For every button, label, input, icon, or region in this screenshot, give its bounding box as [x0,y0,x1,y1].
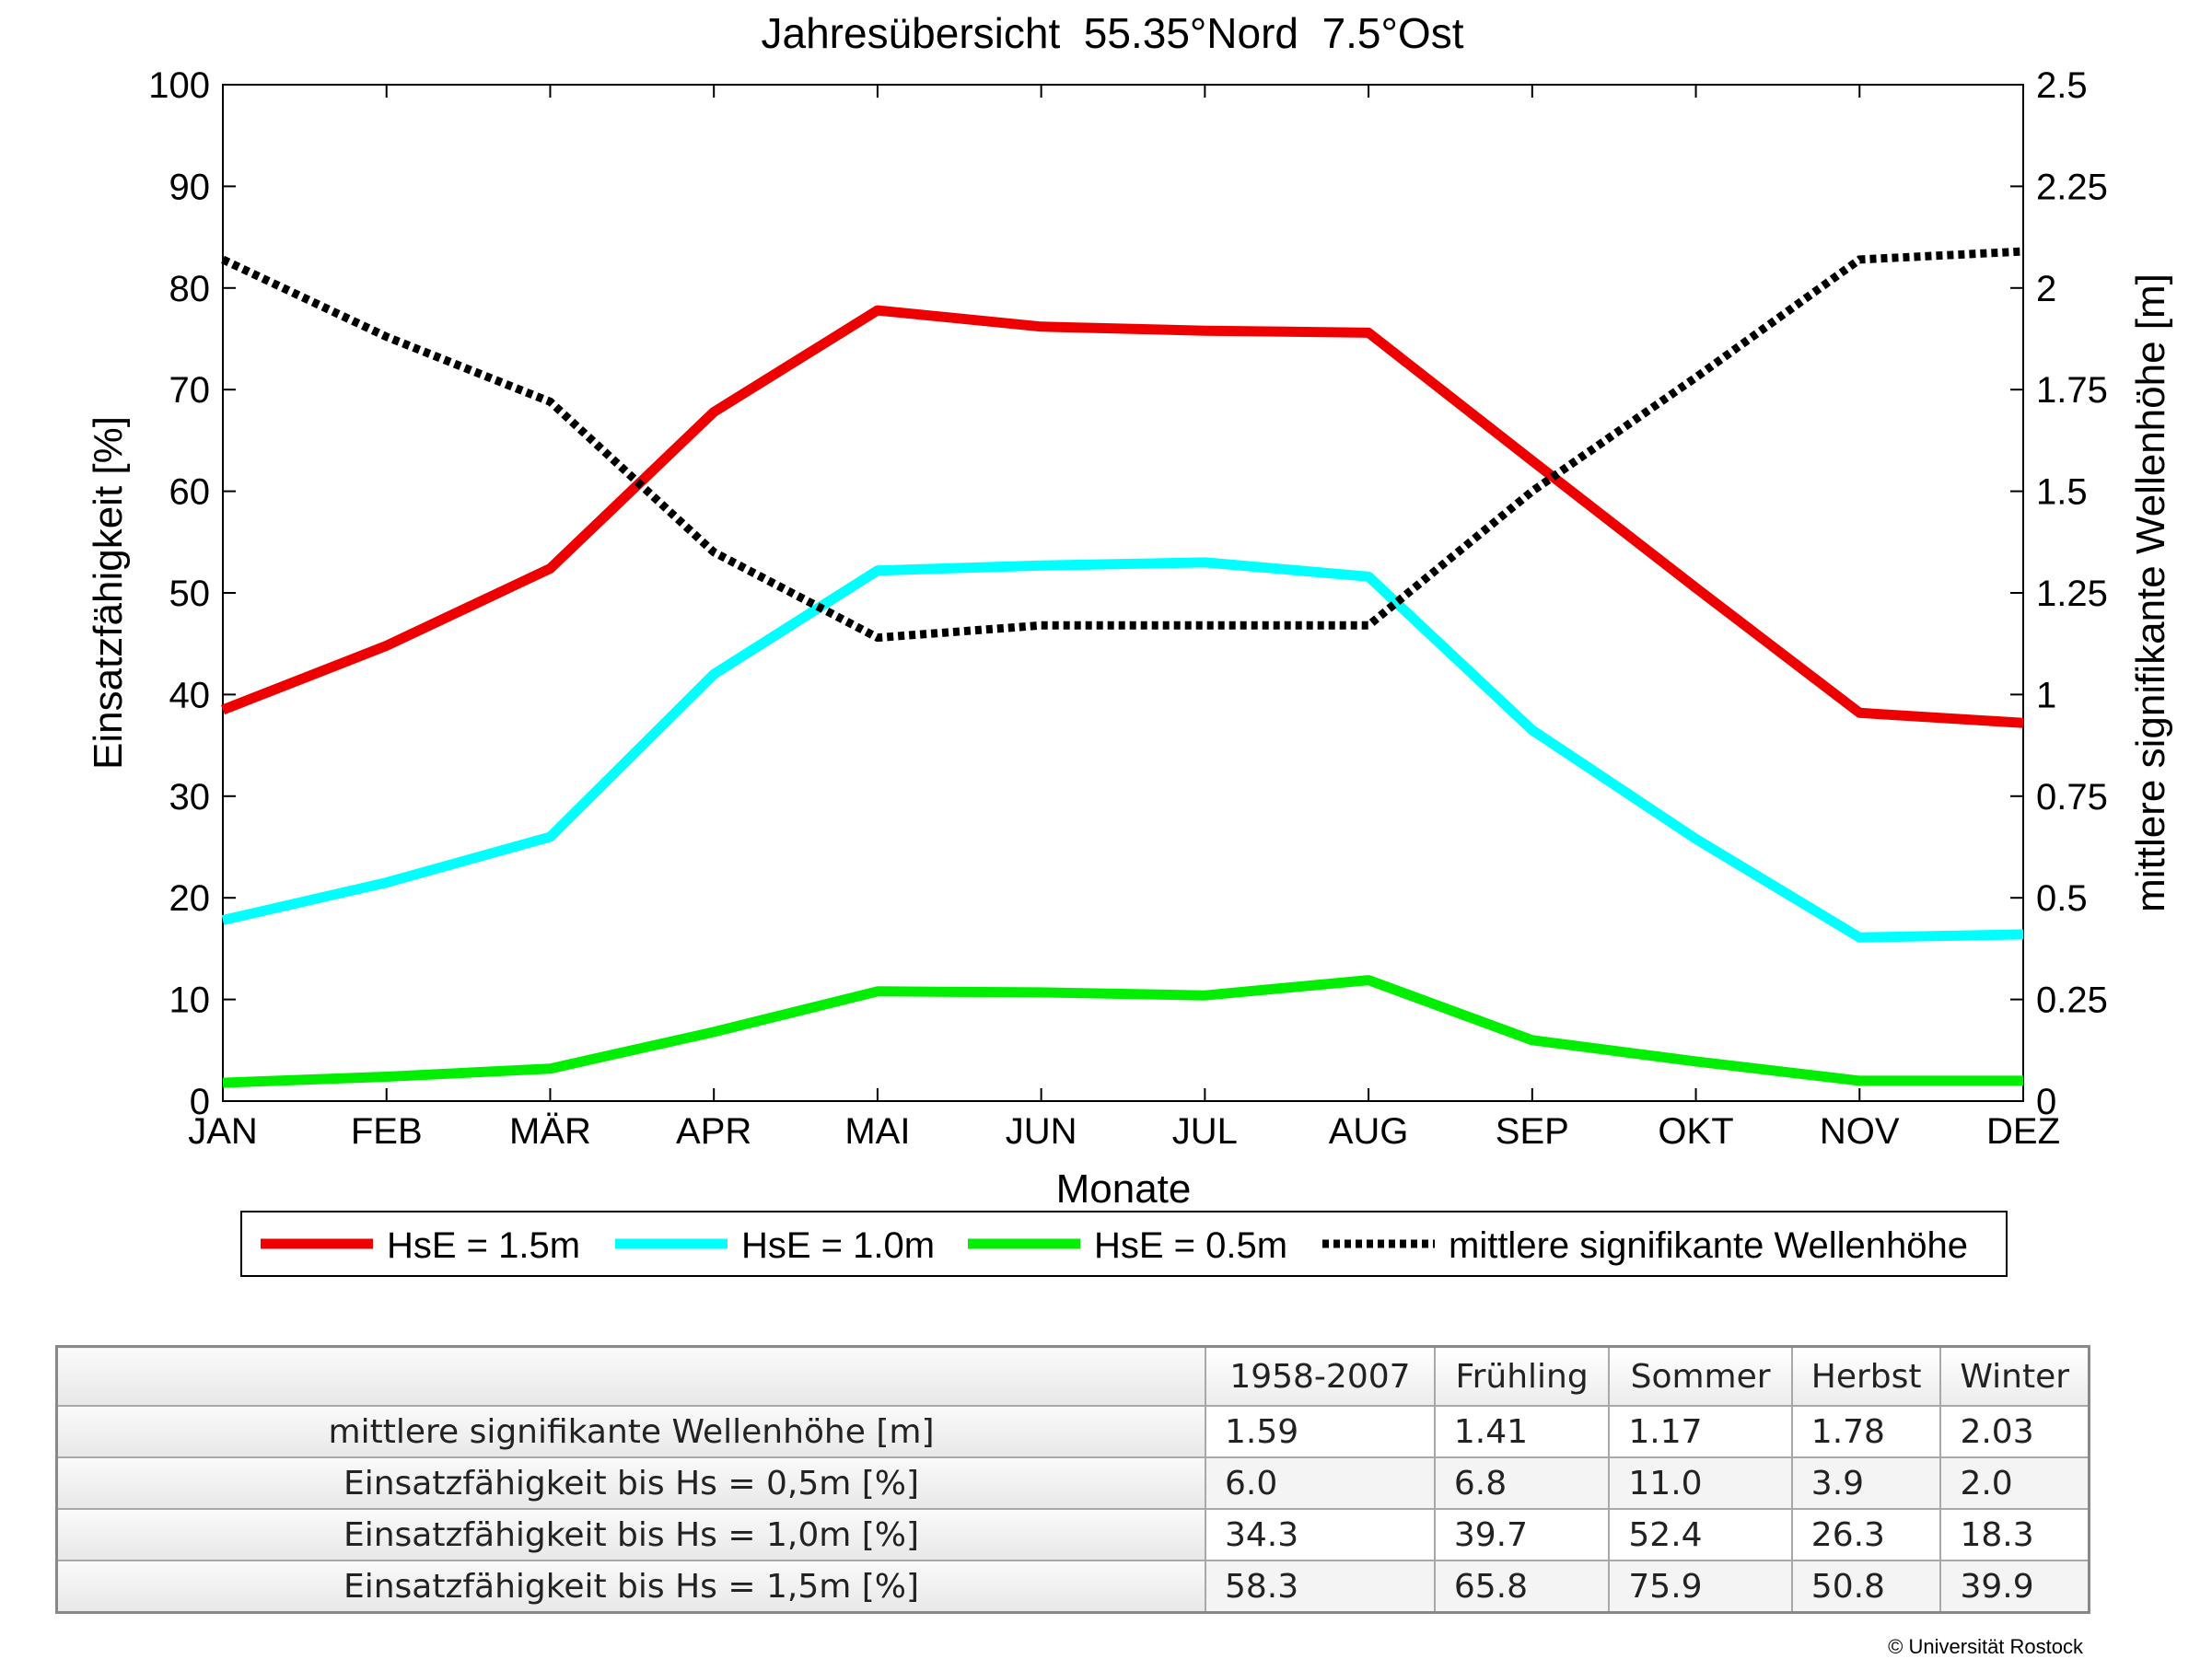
row-label: Einsatzfähigkeit bis Hs = 1,0m [%] [55,1508,1206,1561]
x-tick-label: DEZ [1986,1111,2060,1152]
y-right-tick-label: 2 [2036,269,2056,309]
y-right-tick-label: 2.25 [2036,167,2108,207]
legend-label: HsE = 0.5m [1094,1225,1287,1266]
table-cell: 2.03 [1939,1405,2090,1458]
table-header: Winter [1939,1345,2090,1407]
y-left-tick-label: 40 [169,675,211,715]
y-right-tick-label: 0 [2036,1082,2056,1122]
y-left-tick-label: 20 [169,878,211,919]
series-line-4 [221,247,2024,643]
y-right-tick-label: 0.5 [2036,878,2088,919]
table-cell: 65.8 [1433,1560,1611,1614]
series-line-3 [222,975,2023,1088]
y-left-tick-label: 0 [190,1082,210,1122]
x-tick-label: OKT [1658,1111,1733,1152]
table-row: Einsatzfähigkeit bis Hs = 1,5m [%] 58.3 … [55,1560,2090,1614]
series-lines [220,247,2024,1088]
table-cell: 58.3 [1205,1560,1436,1614]
legend-label: HsE = 1.5m [387,1225,580,1266]
row-label: mittlere signifikante Wellenhöhe [m] [55,1405,1206,1458]
table-cell: 26.3 [1790,1508,1942,1561]
y-left-tick-label: 10 [169,980,211,1021]
table-cell: 1.78 [1790,1405,1942,1458]
season-table: 1958-2007 Frühling Sommer Herbst Winter … [55,1345,2090,1614]
y-left-tick-label: 100 [148,65,210,106]
table-cell: 50.8 [1790,1560,1942,1614]
table-cell: 1.17 [1608,1405,1793,1458]
season-chart: Jahresübersicht 55.35°Nord 7.5°Ost JAN FE… [86,9,2173,1277]
series-line-1 [220,305,2024,728]
x-axis-label: Monate [1056,1166,1192,1212]
table-cell: 1.41 [1433,1405,1611,1458]
y-right-tick-label: 2.5 [2036,65,2088,106]
y-right-tick-label: 1.5 [2036,472,2088,513]
y-left-tick-label: 70 [169,370,211,411]
table-row: Einsatzfähigkeit bis Hs = 0,5m [%] 6.0 6… [55,1456,2090,1510]
x-tick-label: JUN [1006,1111,1077,1152]
table-cell: 1.59 [1205,1405,1436,1458]
y-right-tick-label: 1 [2036,675,2056,715]
x-tick-label: JUL [1172,1111,1238,1152]
x-tick-label: NOV [1820,1111,1900,1152]
y-axis-left-label: Einsatzfähigkeit [%] [86,416,131,770]
table-cell: 2.0 [1939,1456,2090,1510]
y-right-tick-label: 1.75 [2036,370,2108,411]
legend: HsE = 1.5m HsE = 1.0m HsE = 0.5m mittlere s… [261,1225,1968,1266]
y-right-tick-label: 0.25 [2036,980,2108,1021]
legend-label: mittlere signifikante Wellenhöhe [1449,1225,1968,1266]
y-left-tick-label: 80 [169,269,211,309]
y-left-tick-label: 30 [169,777,211,818]
table-cell: 6.8 [1433,1456,1611,1510]
y-axis-right-label: mittlere signifikante Wellenhöhe [m] [2128,273,2173,912]
y-right-tick-label: 0.75 [2036,777,2108,818]
table-cell: 11.0 [1608,1456,1793,1510]
x-tick-label: MÄR [509,1111,591,1152]
table-cell: 75.9 [1608,1560,1793,1614]
table-row: Einsatzfähigkeit bis Hs = 1,0m [%] 34.3 … [55,1508,2090,1561]
chart-title: Jahresübersicht 55.35°Nord 7.5°Ost [762,9,1464,57]
legend-label: HsE = 1.0m [741,1225,935,1266]
y-right-tick-label: 1.25 [2036,574,2108,614]
x-tick-label: FEB [351,1111,423,1152]
table-header-row: 1958-2007 Frühling Sommer Herbst Winter [55,1345,2090,1407]
table-cell: 39.9 [1939,1560,2090,1614]
y-left-tick-label: 90 [169,167,211,207]
row-label: Einsatzfähigkeit bis Hs = 1,5m [%] [55,1560,1206,1614]
axis-ticks: JAN FEB MÄR APR MAI JUN JUL AUG SEP OKT NOV DEZ0102… [148,65,2108,1152]
table-corner [55,1345,1206,1407]
x-tick-label: APR [676,1111,751,1152]
plot-area [222,84,2024,1102]
table-header: Sommer [1608,1345,1793,1407]
series-line-2 [221,557,2024,943]
table-header: Frühling [1433,1345,1611,1407]
legend-box [240,1211,2008,1277]
x-tick-label: JAN [188,1111,258,1152]
row-label: Einsatzfähigkeit bis Hs = 0,5m [%] [55,1456,1206,1510]
y-left-tick-label: 60 [169,472,211,513]
table-cell: 6.0 [1205,1456,1436,1510]
x-tick-label: SEP [1496,1111,1569,1152]
table-header: 1958-2007 [1205,1345,1436,1407]
table-row: mittlere signifikante Wellenhöhe [m] 1.5… [55,1405,2090,1458]
table-cell: 52.4 [1608,1508,1793,1561]
x-tick-label: MAI [844,1111,910,1152]
table-cell: 39.7 [1433,1508,1611,1561]
table-cell: 18.3 [1939,1508,2090,1561]
y-left-tick-label: 50 [169,574,211,614]
table-header: Herbst [1790,1345,1942,1407]
table-cell: 34.3 [1205,1508,1436,1561]
copyright-notice: © Universität Rostock [1888,1635,2083,1658]
table-cell: 3.9 [1790,1456,1942,1510]
x-tick-label: AUG [1329,1111,1409,1152]
